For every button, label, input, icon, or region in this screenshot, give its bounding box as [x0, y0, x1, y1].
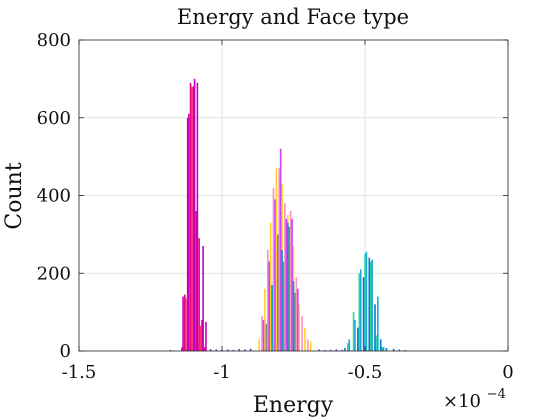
x-tick-label: -1	[213, 362, 231, 383]
y-axis: 0 200 400 600 800	[37, 30, 508, 362]
histogram-bars	[169, 78, 406, 351]
x-axis: -1.5 -1 -0.5 0	[62, 40, 514, 383]
y-tick-label: 800	[37, 30, 71, 51]
x-axis-multiplier-base: ×10	[443, 391, 481, 412]
x-axis-multiplier-exponent: −4	[487, 387, 506, 402]
y-tick-label: 400	[37, 186, 71, 207]
x-tick-label: -0.5	[348, 362, 383, 383]
x-tick-label: 0	[502, 362, 513, 383]
chart-title: Energy and Face type	[177, 5, 409, 29]
y-tick-label: 600	[37, 108, 71, 129]
y-tick-label: 200	[37, 263, 71, 284]
y-tick-label: 0	[60, 341, 71, 362]
y-axis-label: Count	[2, 162, 27, 229]
x-tick-label: -1.5	[62, 362, 97, 383]
x-axis-label: Energy	[253, 393, 334, 418]
x-axis-multiplier: ×10 −4	[443, 387, 506, 412]
